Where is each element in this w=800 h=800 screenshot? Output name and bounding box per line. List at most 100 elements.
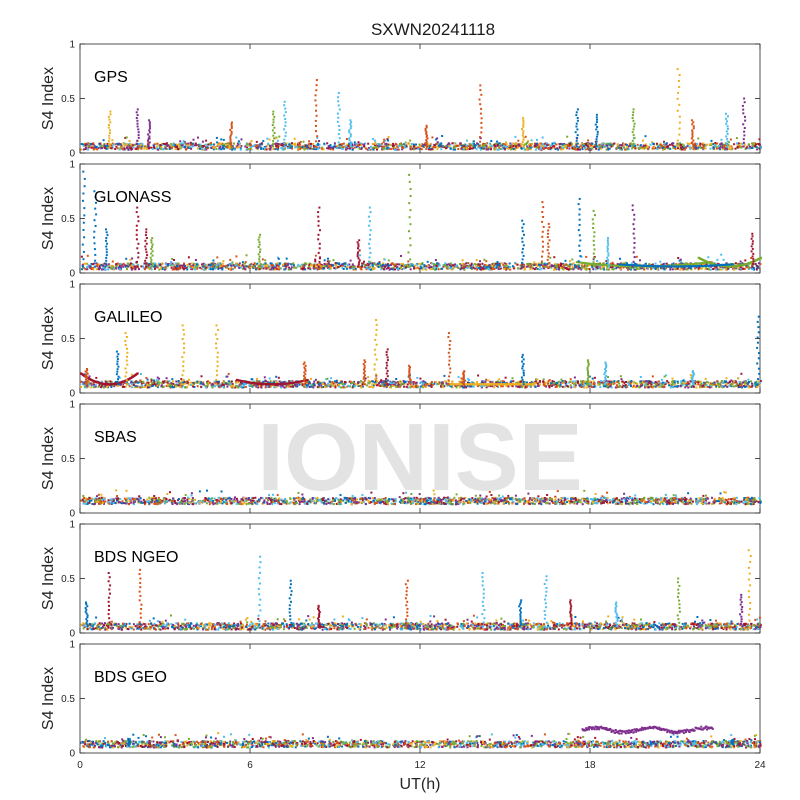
data-point [510, 144, 513, 147]
constellation-label: GLONASS [94, 189, 171, 206]
spike-point [148, 123, 151, 126]
spike-point [677, 80, 680, 82]
spike-point [522, 130, 525, 133]
data-point [268, 266, 271, 269]
spike-point [317, 220, 320, 223]
data-point [728, 145, 731, 148]
data-point [110, 381, 113, 384]
data-point [288, 380, 291, 383]
data-point [662, 148, 665, 151]
y-axis-label: S4 Index [40, 67, 57, 130]
data-point [102, 139, 105, 142]
data-point [340, 145, 343, 148]
data-point [489, 380, 492, 383]
data-point [490, 266, 493, 269]
data-point [597, 146, 600, 149]
data-point [612, 144, 614, 147]
data-point [334, 264, 337, 266]
data-point [221, 267, 224, 270]
data-point [540, 147, 543, 150]
data-point [396, 263, 399, 266]
data-point [515, 263, 518, 266]
data-point [120, 263, 123, 266]
data-point [105, 263, 108, 266]
spike-point [742, 138, 745, 141]
data-point [376, 144, 379, 147]
data-point [216, 256, 219, 259]
data-point [414, 147, 417, 150]
data-point [386, 144, 389, 147]
data-point [482, 265, 485, 268]
spike-point [318, 242, 321, 245]
data-point [422, 145, 425, 148]
spike-point [607, 263, 610, 266]
data-point [264, 148, 267, 151]
data-point [240, 386, 243, 389]
arc-point [623, 265, 626, 268]
data-point [277, 148, 279, 151]
data-point [585, 142, 588, 145]
data-point [508, 262, 511, 265]
spike-point [409, 237, 412, 240]
data-point [365, 268, 368, 271]
data-point [90, 386, 93, 389]
spike-point [356, 241, 359, 244]
data-point [322, 267, 325, 270]
data-point [556, 263, 559, 266]
arc-point [616, 264, 619, 267]
data-point [292, 264, 295, 267]
data-point [273, 264, 276, 267]
spike-point [105, 256, 108, 259]
arc-point [731, 263, 734, 266]
data-point [396, 144, 399, 147]
spike-point [273, 115, 276, 118]
data-point [488, 146, 491, 149]
data-point [547, 147, 550, 150]
spike-point [230, 125, 233, 128]
arc-point [586, 262, 589, 265]
spike-point [229, 128, 232, 131]
spike-point [283, 128, 286, 131]
spike-point [107, 115, 110, 118]
data-point [165, 148, 168, 150]
spike-point [633, 213, 636, 216]
data-point [145, 377, 148, 379]
spike-point [596, 126, 599, 128]
spike-point [145, 265, 148, 268]
data-point [435, 142, 438, 145]
data-point [549, 256, 552, 259]
data-point [529, 263, 532, 266]
data-point [544, 264, 547, 267]
data-point [541, 136, 544, 139]
arc-point [695, 262, 698, 265]
data-point [620, 148, 623, 151]
data-point [318, 264, 320, 266]
data-point [271, 144, 274, 147]
data-point [260, 267, 263, 270]
data-point [450, 265, 453, 268]
data-point [98, 263, 101, 266]
data-point [157, 264, 160, 267]
data-point [522, 146, 525, 149]
spike-point [521, 219, 524, 222]
data-point [733, 267, 736, 270]
data-point [393, 144, 396, 147]
data-point [566, 264, 569, 267]
spike-point [632, 223, 635, 226]
data-point [316, 263, 319, 266]
data-point [317, 142, 320, 145]
spike-point [106, 242, 108, 245]
data-point [594, 268, 597, 271]
data-point [582, 143, 585, 146]
data-point [309, 144, 312, 147]
data-point [293, 266, 296, 269]
data-point [129, 143, 132, 146]
data-point [230, 264, 233, 267]
data-point [752, 143, 755, 146]
spike-point [151, 243, 154, 246]
spike-point [541, 255, 543, 258]
data-point [104, 268, 107, 271]
y-tick-label: 0 [69, 149, 75, 160]
data-point [275, 375, 278, 378]
